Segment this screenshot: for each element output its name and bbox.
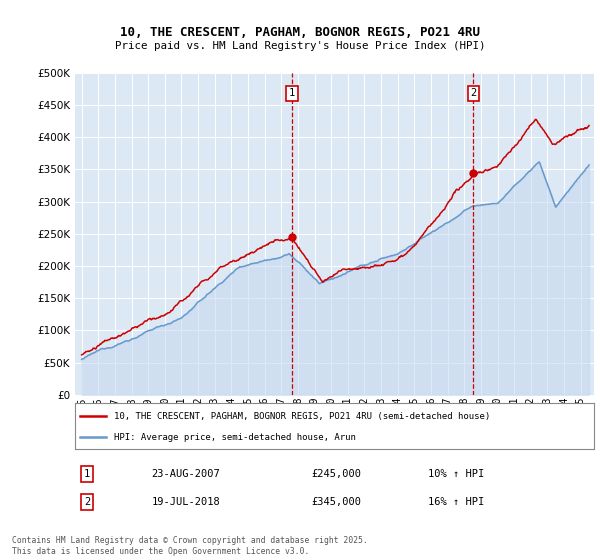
Text: 10% ↑ HPI: 10% ↑ HPI (428, 469, 484, 479)
Text: 2: 2 (470, 88, 476, 99)
Text: 1: 1 (289, 88, 295, 99)
Text: 10, THE CRESCENT, PAGHAM, BOGNOR REGIS, PO21 4RU (semi-detached house): 10, THE CRESCENT, PAGHAM, BOGNOR REGIS, … (114, 412, 490, 421)
Text: HPI: Average price, semi-detached house, Arun: HPI: Average price, semi-detached house,… (114, 433, 356, 442)
Text: 2: 2 (84, 497, 90, 507)
Text: Price paid vs. HM Land Registry's House Price Index (HPI): Price paid vs. HM Land Registry's House … (115, 41, 485, 51)
Text: 1: 1 (84, 469, 90, 479)
Text: 16% ↑ HPI: 16% ↑ HPI (428, 497, 484, 507)
Text: £245,000: £245,000 (311, 469, 361, 479)
Text: This data is licensed under the Open Government Licence v3.0.: This data is licensed under the Open Gov… (12, 547, 310, 556)
Text: Contains HM Land Registry data © Crown copyright and database right 2025.: Contains HM Land Registry data © Crown c… (12, 536, 368, 545)
Text: 10, THE CRESCENT, PAGHAM, BOGNOR REGIS, PO21 4RU: 10, THE CRESCENT, PAGHAM, BOGNOR REGIS, … (120, 26, 480, 39)
Text: 23-AUG-2007: 23-AUG-2007 (152, 469, 220, 479)
Text: £345,000: £345,000 (311, 497, 361, 507)
Text: 19-JUL-2018: 19-JUL-2018 (152, 497, 220, 507)
